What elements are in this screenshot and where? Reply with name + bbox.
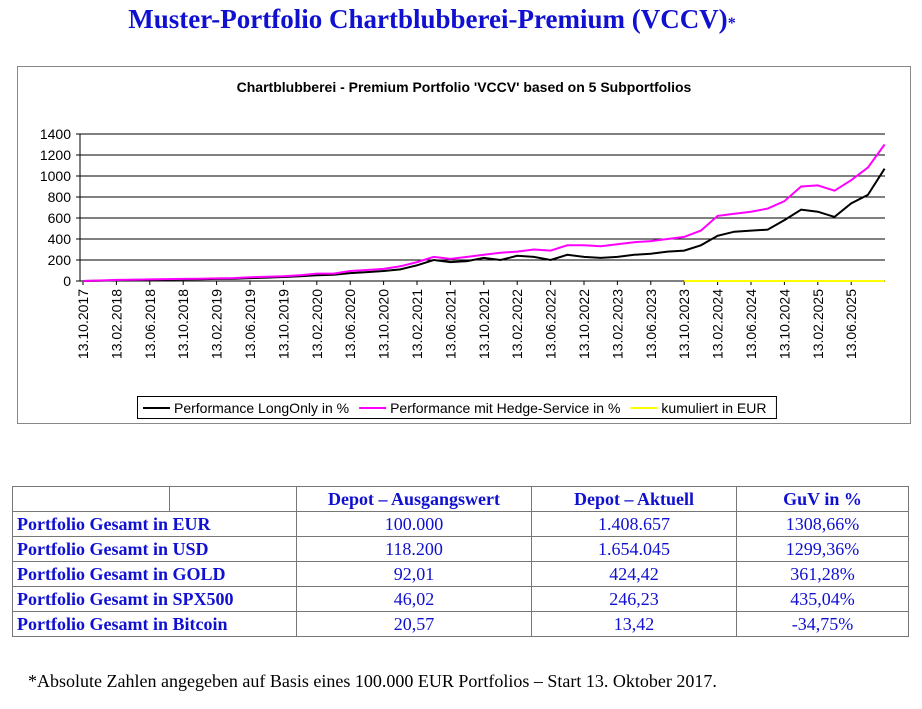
cell: 1308,66% [736,511,909,537]
x-tick-label: 13.10.2018 [175,289,191,359]
title-text: Muster-Portfolio Chartblubberei-Premium … [128,4,728,34]
chart-frame [17,66,911,424]
cell: -34,75% [736,611,909,637]
cell: 118.200 [296,536,532,562]
y-tick-label: 1000 [40,168,71,184]
legend-label: Performance LongOnly in % [174,400,349,416]
series-line [82,143,886,282]
title-mark: * [727,15,736,32]
x-tick-label: 13.02.2022 [509,289,525,359]
y-tick-label: 1200 [40,147,71,163]
row-label: Portfolio Gesamt in EUR [12,511,297,537]
x-tick-label: 13.02.2023 [609,289,625,359]
y-tick-label: 1400 [40,126,71,142]
x-tick-label: 13.02.2018 [108,289,124,359]
table-row: Portfolio Gesamt in USD 118.200 1.654.045 1… [12,536,909,562]
cell: 92,01 [296,561,532,587]
row-label: Portfolio Gesamt in USD [12,536,297,562]
cell: 246,23 [531,586,737,612]
y-tick-label: 600 [48,210,72,226]
legend-label: Performance mit Hedge-Service in % [390,400,620,416]
x-tick-label: 13.06.2024 [743,289,759,359]
cell: 1.408.657 [531,511,737,537]
chart-title: Chartblubberei - Premium Portfolio 'VCCV… [237,79,692,95]
legend [137,396,777,419]
row-label: Portfolio Gesamt in SPX500 [12,586,297,612]
x-tick-label: 13.06.2018 [142,289,158,359]
x-tick-label: 13.02.2024 [710,289,726,359]
table-row: Portfolio Gesamt in Bitcoin 20,57 13,42 -34… [12,611,909,637]
x-tick-label: 13.02.2019 [209,289,225,359]
x-tick-label: 13.06.2023 [643,289,659,359]
x-tick-label: 13.06.2025 [843,289,859,359]
column-header: GuV in % [736,486,909,512]
table-header: Depot – Ausgangswert Depot – Aktuell GuV… [12,486,909,512]
summary-table: Depot – Ausgangswert Depot – Aktuell GuV… [12,486,909,637]
cell: 424,42 [531,561,737,587]
y-tick-label: 400 [48,231,72,247]
x-tick-label: 13.06.2021 [442,289,458,359]
blank-cell [169,486,297,512]
table-row: Portfolio Gesamt in EUR 100.000 1.408.657 1… [12,511,909,537]
row-label: Portfolio Gesamt in Bitcoin [12,611,297,637]
cell: 46,02 [296,586,532,612]
x-tick-label: 13.02.2020 [309,289,325,359]
legend-label: kumuliert in EUR [661,400,766,416]
cell: 20,57 [296,611,532,637]
x-tick-label: 13.10.2017 [75,289,91,359]
empty-cell [12,486,170,512]
footnote: *Absolute Zahlen angegeben auf Basis ein… [28,671,717,691]
chart: Chartblubberei - Premium Portfolio 'VCCV… [17,66,911,424]
table-row: Portfolio Gesamt in GOLD 92,01 424,42 361,2… [12,561,909,587]
x-tick-label: 13.02.2025 [810,289,826,359]
cell: 100.000 [296,511,532,537]
x-tick-label: 13.10.2020 [376,289,392,359]
x-tick-label: 13.02.2021 [409,289,425,359]
x-tick-label: 13.06.2019 [242,289,258,359]
row-label: Portfolio Gesamt in GOLD [12,561,297,587]
x-tick-label: 13.10.2024 [776,289,792,359]
y-tick-label: 800 [48,189,72,205]
column-header: Depot – Ausgangswert [296,486,532,512]
table-row: Portfolio Gesamt in SPX500 46,02 246,23 435… [12,586,909,612]
x-tick-label: 13.06.2020 [342,289,358,359]
y-tick-label: 200 [48,252,72,268]
cell: 361,28% [736,561,909,587]
x-tick-label: 13.06.2022 [543,289,559,359]
cell: 435,04% [736,586,909,612]
x-tick-label: 13.10.2022 [576,289,592,359]
x-tick-label: 13.10.2019 [275,289,291,359]
y-tick-label: 0 [63,273,71,289]
x-tick-label: 13.10.2023 [676,289,692,359]
cell: 1.654.045 [531,536,737,562]
column-header: Depot – Aktuell [531,486,737,512]
page-title: Muster-Portfolio Chartblubberei-Premium … [0,4,864,35]
cell: 1299,36% [736,536,909,562]
cell: 13,42 [531,611,737,637]
x-tick-label: 13.10.2021 [476,289,492,359]
